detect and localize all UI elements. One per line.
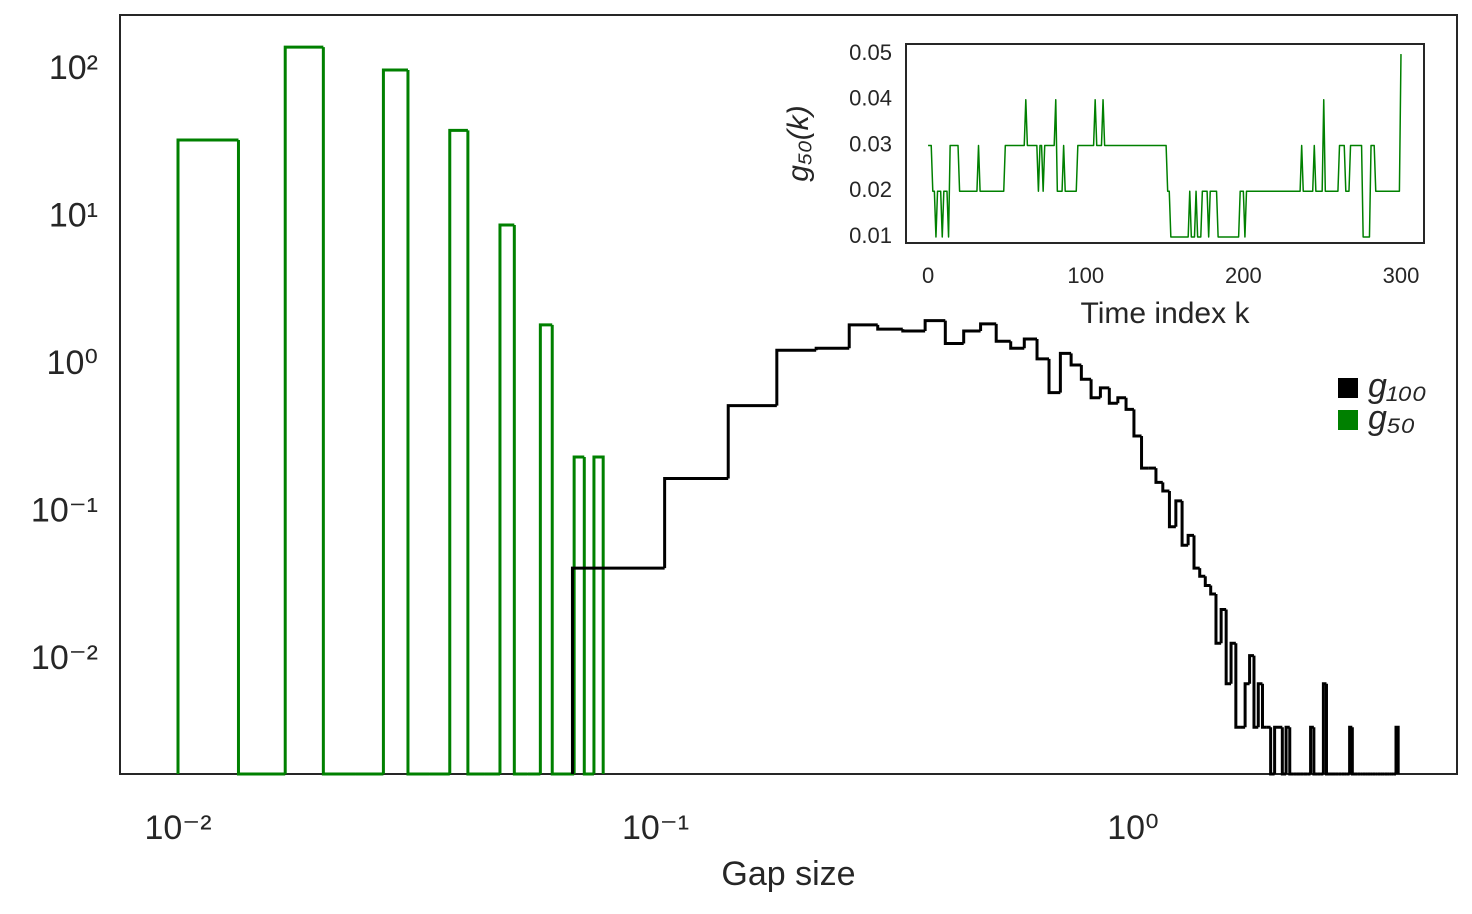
y-tick-label: 10⁻¹ <box>31 491 98 529</box>
histogram-bin <box>775 348 817 406</box>
histogram-bin <box>1022 337 1038 349</box>
histogram-bin <box>406 70 430 776</box>
histogram-bin <box>1154 468 1163 484</box>
histogram-bin <box>726 404 777 479</box>
x-tick-label: 200 <box>1225 263 1262 288</box>
histogram-bin <box>1069 353 1082 367</box>
histogram-bin <box>663 477 729 569</box>
histogram-bin <box>466 130 485 776</box>
histogram-bin <box>962 329 981 344</box>
histogram-bin <box>1273 725 1279 774</box>
histogram-bin <box>1192 535 1200 570</box>
x-axis-label: Time index k <box>1081 297 1251 330</box>
histogram-bin <box>1047 358 1061 395</box>
x-tick-label: 300 <box>1383 263 1420 288</box>
histogram-bin <box>1394 725 1400 774</box>
y-axis-label: g₅₀(k) <box>782 105 815 181</box>
histogram-bin <box>582 456 594 776</box>
plot-frame <box>119 14 1458 775</box>
x-tick-label: 10⁻² <box>144 809 211 847</box>
x-tick-label: 0 <box>922 263 934 288</box>
histogram-bin <box>1248 654 1254 684</box>
histogram-bin <box>236 140 286 776</box>
y-tick-label: 10⁰ <box>47 344 98 382</box>
histogram-bin <box>1132 409 1142 438</box>
histogram-bin <box>550 324 564 776</box>
histogram-bin <box>1203 576 1211 587</box>
histogram-bin <box>1140 436 1149 470</box>
histogram-bin <box>1224 609 1232 686</box>
histogram-bin <box>538 323 553 774</box>
histogram-bin <box>1116 396 1127 404</box>
histogram-bin <box>1219 607 1227 644</box>
y-tick-label: 0.03 <box>849 131 892 156</box>
y-tick-label: 0.01 <box>849 223 892 248</box>
histogram-bin <box>498 223 515 774</box>
legend-swatch <box>1338 410 1358 430</box>
histogram-bin <box>592 455 605 774</box>
line <box>928 54 1402 238</box>
histogram-bin <box>1260 683 1267 729</box>
histogram-bin <box>901 329 926 333</box>
histogram-bin <box>1058 351 1072 393</box>
histogram-bin <box>572 455 585 774</box>
histogram-bin <box>1209 585 1216 596</box>
histogram-bin <box>876 324 903 331</box>
histogram-bin <box>1243 682 1250 728</box>
histogram-bin <box>1186 533 1195 546</box>
histogram-bin <box>1089 379 1101 400</box>
histogram-bin <box>923 319 946 332</box>
legend-swatch <box>1338 378 1358 398</box>
x-axis-label: Gap size <box>721 855 855 893</box>
histogram-bin <box>814 346 850 351</box>
histogram-bin <box>1198 568 1206 578</box>
histogram-bin <box>847 323 878 349</box>
histogram-bin <box>1180 500 1189 547</box>
histogram-bin <box>1252 655 1259 729</box>
histogram-bin <box>1107 387 1118 405</box>
x-tick-label: 10⁰ <box>1107 809 1158 847</box>
histogram-bin <box>1124 397 1134 411</box>
histogram-bin <box>176 138 239 774</box>
y-tick-label: 10⁻² <box>31 639 98 677</box>
x-tick-label: 100 <box>1067 263 1104 288</box>
y-tick-label: 0.05 <box>849 40 892 65</box>
histogram-bin <box>1035 339 1050 361</box>
legend-label: g₁₀₀ <box>1368 367 1426 405</box>
y-tick-label: 0.04 <box>849 86 892 111</box>
plot-frame <box>905 43 1425 244</box>
y-tick-label: 0.02 <box>849 177 892 202</box>
histogram-bin <box>283 45 324 774</box>
histogram-bin <box>570 566 665 774</box>
histogram-bin <box>1214 594 1222 645</box>
histogram-bin <box>1174 499 1183 527</box>
histogram-bin <box>1161 482 1170 493</box>
histogram-bin <box>1234 643 1241 729</box>
histogram-bin <box>1009 341 1025 350</box>
histogram-bin <box>1098 386 1110 398</box>
histogram-bin <box>1079 365 1092 381</box>
x-tick-label: 10⁻¹ <box>622 809 689 847</box>
legend-label: g₅₀ <box>1368 399 1415 437</box>
histogram-bin <box>1229 641 1236 684</box>
histogram-bin <box>1167 490 1176 529</box>
histogram-bin <box>448 128 468 774</box>
histogram-bin <box>512 224 528 776</box>
histogram-bin <box>1350 727 1356 776</box>
histogram-bin <box>943 320 964 345</box>
histogram-bin <box>321 47 356 776</box>
histogram-bin <box>1324 683 1330 776</box>
y-tick-label: 10² <box>49 49 98 87</box>
histogram-bin <box>979 322 997 332</box>
histogram-bin <box>1288 727 1294 776</box>
histogram-bin <box>1312 727 1318 776</box>
histogram-bin <box>381 68 408 774</box>
histogram-bin <box>994 323 1011 343</box>
y-tick-label: 10¹ <box>49 196 98 234</box>
